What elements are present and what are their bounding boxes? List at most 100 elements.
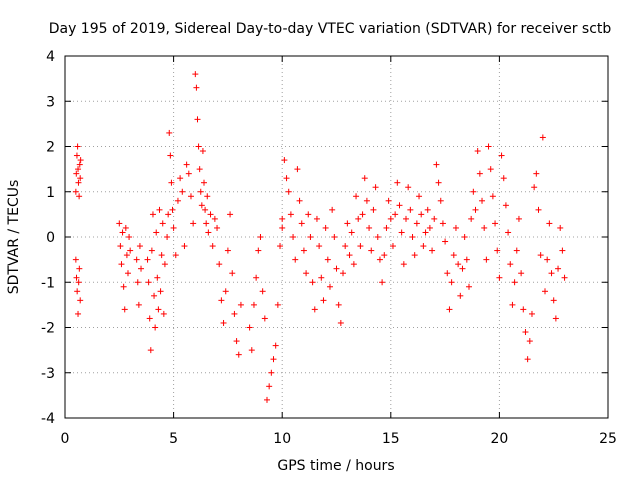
data-point xyxy=(411,252,418,259)
data-point xyxy=(494,247,501,254)
data-point xyxy=(309,279,316,286)
data-point xyxy=(198,202,205,209)
data-point xyxy=(500,175,507,182)
data-point xyxy=(418,211,425,218)
data-point xyxy=(77,157,84,164)
data-point xyxy=(498,152,505,159)
data-point xyxy=(190,220,197,227)
data-point xyxy=(168,179,175,186)
data-point xyxy=(177,175,184,182)
data-point xyxy=(123,252,130,259)
data-point xyxy=(468,215,475,222)
data-point xyxy=(207,211,214,218)
data-point xyxy=(287,211,294,218)
data-point xyxy=(450,252,457,259)
data-point xyxy=(429,247,436,254)
data-point xyxy=(522,329,529,336)
x-tick-labels: 0 5 10 15 20 25 xyxy=(61,431,617,447)
data-point xyxy=(121,306,128,313)
data-point xyxy=(394,179,401,186)
data-point xyxy=(220,319,227,326)
data-point xyxy=(320,297,327,304)
data-point xyxy=(199,148,206,155)
data-point xyxy=(515,215,522,222)
data-point xyxy=(461,234,468,240)
y-tick-label: 4 xyxy=(46,49,55,65)
data-point xyxy=(134,279,141,286)
data-point xyxy=(116,220,123,227)
data-point xyxy=(160,310,167,317)
data-point xyxy=(303,270,310,277)
data-point xyxy=(151,292,158,299)
data-point xyxy=(117,243,124,250)
data-point xyxy=(246,324,253,331)
y-tick-label: 0 xyxy=(46,230,55,246)
data-point xyxy=(544,256,551,263)
x-axis-label: GPS time / hours xyxy=(277,458,394,474)
data-point xyxy=(413,220,420,227)
data-point xyxy=(73,274,80,281)
data-point xyxy=(159,220,166,227)
data-point xyxy=(218,297,225,304)
data-point xyxy=(344,220,351,227)
data-point xyxy=(403,215,410,222)
data-point xyxy=(73,152,80,159)
data-point xyxy=(485,143,492,150)
data-point xyxy=(183,161,190,168)
data-point xyxy=(526,338,533,345)
data-point xyxy=(73,170,80,177)
data-point xyxy=(292,256,299,263)
data-point xyxy=(157,288,164,295)
data-point xyxy=(322,224,329,231)
data-point xyxy=(326,283,333,290)
data-point xyxy=(231,310,238,317)
data-point xyxy=(507,261,514,268)
data-point xyxy=(455,261,462,268)
data-point xyxy=(359,211,366,218)
data-point xyxy=(470,188,477,195)
data-point xyxy=(557,224,564,231)
data-point xyxy=(154,274,161,281)
data-point xyxy=(555,265,562,272)
data-point xyxy=(144,256,151,263)
x-tick-label: 20 xyxy=(490,431,508,447)
data-point xyxy=(424,206,431,213)
data-point xyxy=(172,252,179,259)
data-point xyxy=(431,215,438,222)
data-point xyxy=(311,306,318,313)
data-point xyxy=(559,247,566,254)
data-point xyxy=(400,261,407,268)
data-point xyxy=(316,243,323,250)
data-point xyxy=(229,270,236,277)
data-point xyxy=(156,206,163,213)
data-point xyxy=(448,279,455,286)
data-point xyxy=(385,197,392,204)
data-point xyxy=(294,166,301,173)
data-point xyxy=(147,347,154,354)
data-point xyxy=(120,283,127,290)
data-point xyxy=(187,193,194,200)
data-point xyxy=(481,224,488,231)
y-tick-label: -4 xyxy=(41,411,55,427)
data-point xyxy=(127,247,134,254)
data-point xyxy=(376,256,383,263)
data-point xyxy=(285,188,292,195)
data-point xyxy=(407,206,414,213)
data-point xyxy=(167,152,174,159)
data-point xyxy=(205,229,212,236)
data-point xyxy=(74,143,81,150)
data-point xyxy=(479,197,486,204)
data-point xyxy=(153,229,160,236)
data-point xyxy=(169,206,176,213)
data-point xyxy=(272,342,279,349)
axis-ticks xyxy=(64,55,609,419)
data-point xyxy=(487,166,494,173)
data-point xyxy=(531,184,538,191)
data-point xyxy=(77,175,84,182)
data-point xyxy=(476,170,483,177)
data-point xyxy=(524,356,531,363)
data-point xyxy=(433,161,440,168)
data-point xyxy=(235,351,242,358)
data-point xyxy=(76,161,83,168)
